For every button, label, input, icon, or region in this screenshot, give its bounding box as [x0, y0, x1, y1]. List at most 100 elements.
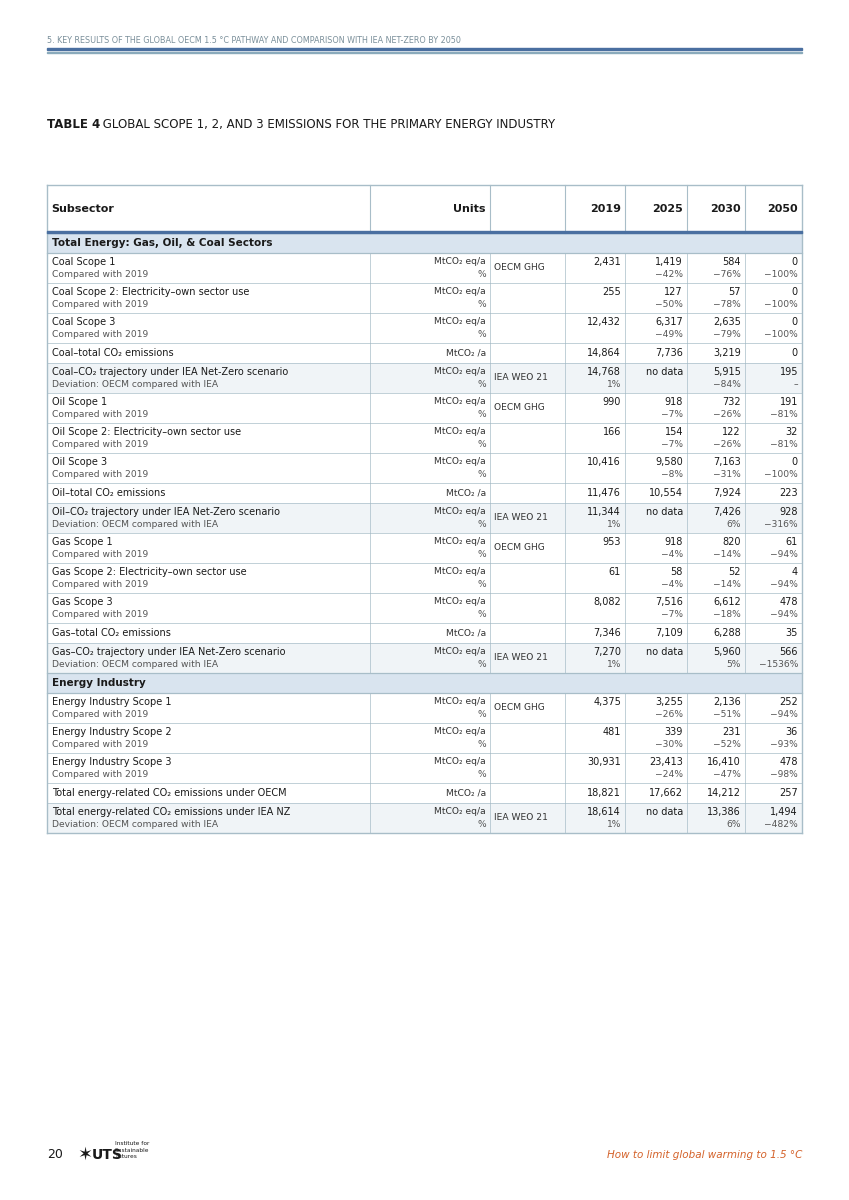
- Text: MtCO₂ eq/a: MtCO₂ eq/a: [434, 727, 486, 736]
- Text: −51%: −51%: [713, 710, 741, 719]
- Text: −4%: −4%: [661, 580, 683, 589]
- Text: −98%: −98%: [770, 770, 798, 779]
- Text: −81%: −81%: [770, 410, 798, 419]
- Text: −100%: −100%: [764, 270, 798, 278]
- Text: −8%: −8%: [661, 470, 683, 479]
- Text: 252: 252: [779, 697, 798, 707]
- Text: 223: 223: [779, 488, 798, 498]
- Text: −7%: −7%: [661, 610, 683, 619]
- Bar: [47, 313, 802, 343]
- Text: 14,212: 14,212: [707, 788, 741, 798]
- Text: %: %: [477, 410, 486, 419]
- Text: 7,270: 7,270: [593, 647, 621, 658]
- Text: −14%: −14%: [713, 550, 741, 559]
- Text: 0: 0: [792, 257, 798, 266]
- Text: 1,419: 1,419: [655, 257, 683, 266]
- Text: Compared with 2019: Compared with 2019: [52, 300, 149, 308]
- Text: OECM GHG: OECM GHG: [494, 703, 545, 713]
- Text: 566: 566: [779, 647, 798, 658]
- Text: 7,736: 7,736: [655, 348, 683, 358]
- Bar: [47, 563, 802, 593]
- Bar: [47, 482, 802, 503]
- Text: Compared with 2019: Compared with 2019: [52, 470, 149, 479]
- Text: 820: 820: [722, 538, 741, 547]
- Text: Deviation: OECM compared with IEA: Deviation: OECM compared with IEA: [52, 820, 218, 829]
- Text: 12,432: 12,432: [587, 317, 621, 326]
- Text: Deviation: OECM compared with IEA: Deviation: OECM compared with IEA: [52, 660, 218, 670]
- Text: Institute for
Sustainable
Futures: Institute for Sustainable Futures: [115, 1141, 149, 1159]
- Text: 478: 478: [779, 757, 798, 767]
- Text: −4%: −4%: [661, 550, 683, 559]
- Text: UTS: UTS: [92, 1148, 123, 1162]
- Text: MtCO₂ /a: MtCO₂ /a: [446, 629, 486, 637]
- Text: Oil Scope 1: Oil Scope 1: [52, 397, 107, 407]
- Text: 11,344: 11,344: [588, 506, 621, 517]
- Text: Oil Scope 2: Electricity–own sector use: Oil Scope 2: Electricity–own sector use: [52, 427, 241, 437]
- Bar: [47, 392, 802, 422]
- Text: −316%: −316%: [764, 520, 798, 529]
- Text: Compared with 2019: Compared with 2019: [52, 710, 149, 719]
- Text: OECM GHG: OECM GHG: [494, 403, 545, 413]
- Text: %: %: [477, 660, 486, 670]
- Text: 2,635: 2,635: [713, 317, 741, 326]
- Text: 953: 953: [603, 538, 621, 547]
- Text: Total energy-related CO₂ emissions under IEA NZ: Total energy-related CO₂ emissions under…: [52, 806, 290, 817]
- Text: 61: 61: [609, 566, 621, 577]
- Text: MtCO₂ eq/a: MtCO₂ eq/a: [434, 538, 486, 546]
- Text: Oil–CO₂ trajectory under IEA Net-Zero scenario: Oil–CO₂ trajectory under IEA Net-Zero sc…: [52, 506, 280, 517]
- Text: −7%: −7%: [661, 440, 683, 449]
- Text: −100%: −100%: [764, 470, 798, 479]
- Text: −52%: −52%: [713, 740, 741, 749]
- Text: 928: 928: [779, 506, 798, 517]
- Text: IEA WEO 21: IEA WEO 21: [494, 814, 548, 822]
- Text: −94%: −94%: [770, 710, 798, 719]
- Text: −49%: −49%: [655, 330, 683, 338]
- Text: −14%: −14%: [713, 580, 741, 589]
- Text: 14,864: 14,864: [588, 348, 621, 358]
- Bar: [47, 673, 802, 692]
- Text: %: %: [477, 740, 486, 749]
- Text: MtCO₂ eq/a: MtCO₂ eq/a: [434, 697, 486, 706]
- Bar: [47, 185, 802, 233]
- Text: −7%: −7%: [661, 410, 683, 419]
- Text: 52: 52: [728, 566, 741, 577]
- Text: MtCO₂ eq/a: MtCO₂ eq/a: [434, 367, 486, 376]
- Text: MtCO₂ eq/a: MtCO₂ eq/a: [434, 647, 486, 656]
- Text: MtCO₂ /a: MtCO₂ /a: [446, 488, 486, 498]
- Text: 6,317: 6,317: [655, 317, 683, 326]
- Text: −79%: −79%: [713, 330, 741, 338]
- Text: Coal–total CO₂ emissions: Coal–total CO₂ emissions: [52, 348, 174, 358]
- Text: Units: Units: [453, 204, 486, 214]
- Text: 3,255: 3,255: [655, 697, 683, 707]
- Bar: [47, 233, 802, 253]
- Text: 35: 35: [785, 628, 798, 638]
- Text: 0: 0: [792, 317, 798, 326]
- Text: 5. KEY RESULTS OF THE GLOBAL OECM 1.5 °C PATHWAY AND COMPARISON WITH IEA NET-ZER: 5. KEY RESULTS OF THE GLOBAL OECM 1.5 °C…: [47, 36, 461, 44]
- Text: −26%: −26%: [713, 440, 741, 449]
- Text: Gas Scope 2: Electricity–own sector use: Gas Scope 2: Electricity–own sector use: [52, 566, 246, 577]
- Text: 8,082: 8,082: [593, 596, 621, 607]
- Text: −24%: −24%: [655, 770, 683, 779]
- Text: TABLE 4: TABLE 4: [47, 118, 100, 131]
- Text: MtCO₂ eq/a: MtCO₂ eq/a: [434, 457, 486, 466]
- Text: MtCO₂ eq/a: MtCO₂ eq/a: [434, 257, 486, 266]
- Text: no data: no data: [646, 806, 683, 817]
- Text: 9,580: 9,580: [655, 457, 683, 467]
- Text: 1%: 1%: [607, 820, 621, 829]
- Text: −26%: −26%: [713, 410, 741, 419]
- Text: 2,136: 2,136: [713, 697, 741, 707]
- Text: 918: 918: [665, 397, 683, 407]
- Text: −78%: −78%: [713, 300, 741, 308]
- Text: 257: 257: [779, 788, 798, 798]
- Text: −100%: −100%: [764, 330, 798, 338]
- Text: IEA WEO 21: IEA WEO 21: [494, 373, 548, 383]
- Text: Gas–CO₂ trajectory under IEA Net-Zero scenario: Gas–CO₂ trajectory under IEA Net-Zero sc…: [52, 647, 285, 658]
- Text: 6%: 6%: [727, 520, 741, 529]
- Text: −42%: −42%: [655, 270, 683, 278]
- Text: −26%: −26%: [655, 710, 683, 719]
- Text: −18%: −18%: [713, 610, 741, 619]
- Text: −100%: −100%: [764, 300, 798, 308]
- Text: %: %: [477, 550, 486, 559]
- Bar: [47, 422, 802, 452]
- Text: Energy Industry Scope 1: Energy Industry Scope 1: [52, 697, 171, 707]
